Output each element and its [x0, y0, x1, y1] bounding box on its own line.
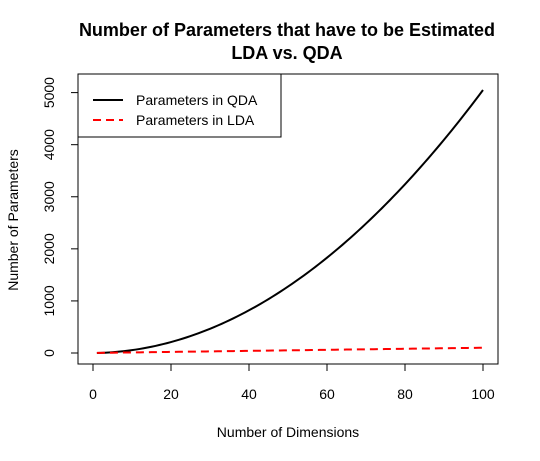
y-tick-label: 0: [41, 349, 57, 357]
series-layer: [96, 89, 484, 354]
y-tick-label: 3000: [41, 181, 57, 212]
y-tick-label: 2000: [41, 233, 57, 264]
chart-title: Number of Parameters that have to be Est…: [79, 20, 495, 40]
x-axis-label: Number of Dimensions: [217, 424, 359, 440]
x-tick-label: 60: [319, 386, 335, 402]
x-tick-label: 0: [89, 386, 97, 402]
x-tick-label: 40: [241, 386, 257, 402]
y-tick-label: 4000: [41, 129, 57, 160]
y-tick-label: 5000: [41, 77, 57, 108]
x-tick-label: 20: [163, 386, 179, 402]
series-line-lda: [96, 346, 484, 354]
legend-label: Parameters in QDA: [136, 92, 258, 108]
chart-subtitle: LDA vs. QDA: [231, 43, 342, 63]
y-tick-label: 1000: [41, 285, 57, 316]
y-axis: 0 1000 2000 3000 4000 5000: [41, 77, 79, 357]
y-axis-label: Number of Parameters: [5, 149, 21, 291]
legend-label: Parameters in LDA: [136, 112, 255, 128]
x-tick-label: 80: [397, 386, 413, 402]
x-tick-label: 100: [471, 386, 495, 402]
series-line-qda: [96, 89, 484, 354]
legend-box: [77, 73, 282, 138]
legend: Parameters in QDA Parameters in LDA: [77, 73, 282, 138]
x-axis: 0 20 40 60 80 100: [89, 363, 495, 402]
